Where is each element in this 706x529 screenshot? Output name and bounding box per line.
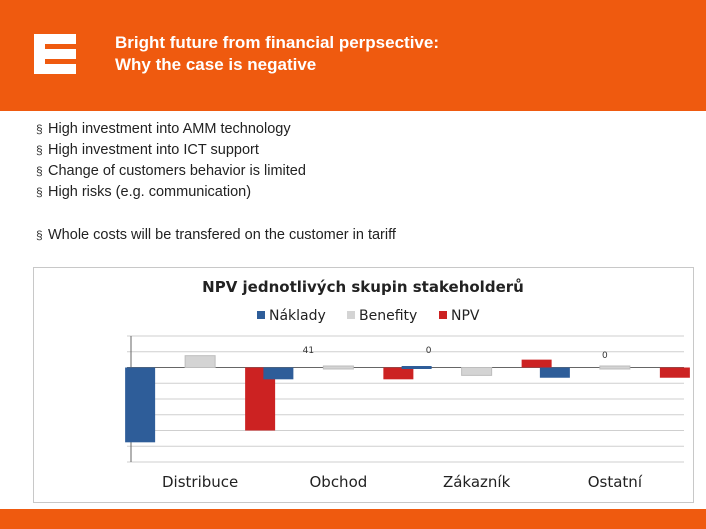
bar-NPV [521,359,552,368]
legend-label: Náklady [269,308,326,324]
footer-bar [0,509,706,529]
npv-chart: NPV jednotlivých skupin stakeholderů Nákl… [125,278,690,491]
bullet-list-secondary: Whole costs will be transfered on the cu… [36,225,396,246]
bullet-item-tariff: Whole costs will be transfered on the cu… [36,225,396,246]
bar-Náklady [401,366,432,369]
category-label: Distribuce [162,473,238,491]
category-label: Obchod [309,473,367,491]
legend-label: Benefity [359,308,417,324]
legend-swatch [347,311,355,319]
data-label: 41 [303,346,314,356]
bar-Náklady [263,367,294,380]
header-banner: Bright future from financial perpsective… [0,0,706,111]
bar-Náklady [125,367,156,443]
title-line-1: Bright future from financial perpsective… [115,33,439,52]
bar-Benefity [599,365,631,370]
bar-Benefity [184,355,216,368]
bullet-item: Change of customers behavior is limited [36,161,306,182]
chart-frame: NPV jednotlivých skupin stakeholderů Nákl… [33,267,694,503]
bullet-list: High investment into AMM technology High… [36,119,306,203]
category-label: Ostatní [588,473,643,491]
cez-e-logo-icon [34,34,76,74]
legend-swatch [439,311,447,319]
legend-label: NPV [451,308,480,324]
bullet-item: High investment into ICT support [36,140,306,161]
bar-Benefity [461,367,493,376]
page-title: Bright future from financial perpsective… [115,32,439,76]
legend-swatch [257,311,265,319]
chart-title: NPV jednotlivých skupin stakeholderů [202,278,524,296]
category-label: Zákazník [443,473,511,491]
bar-Náklady [539,367,570,378]
data-label: 0 [426,346,432,356]
bar-NPV [659,367,690,378]
bar-NPV [383,367,414,380]
title-line-2: Why the case is negative [115,55,317,74]
bullet-item: High investment into AMM technology [36,119,306,140]
bar-Benefity [322,365,354,370]
bullet-item: High risks (e.g. communication) [36,182,306,203]
data-label: 0 [602,351,608,361]
